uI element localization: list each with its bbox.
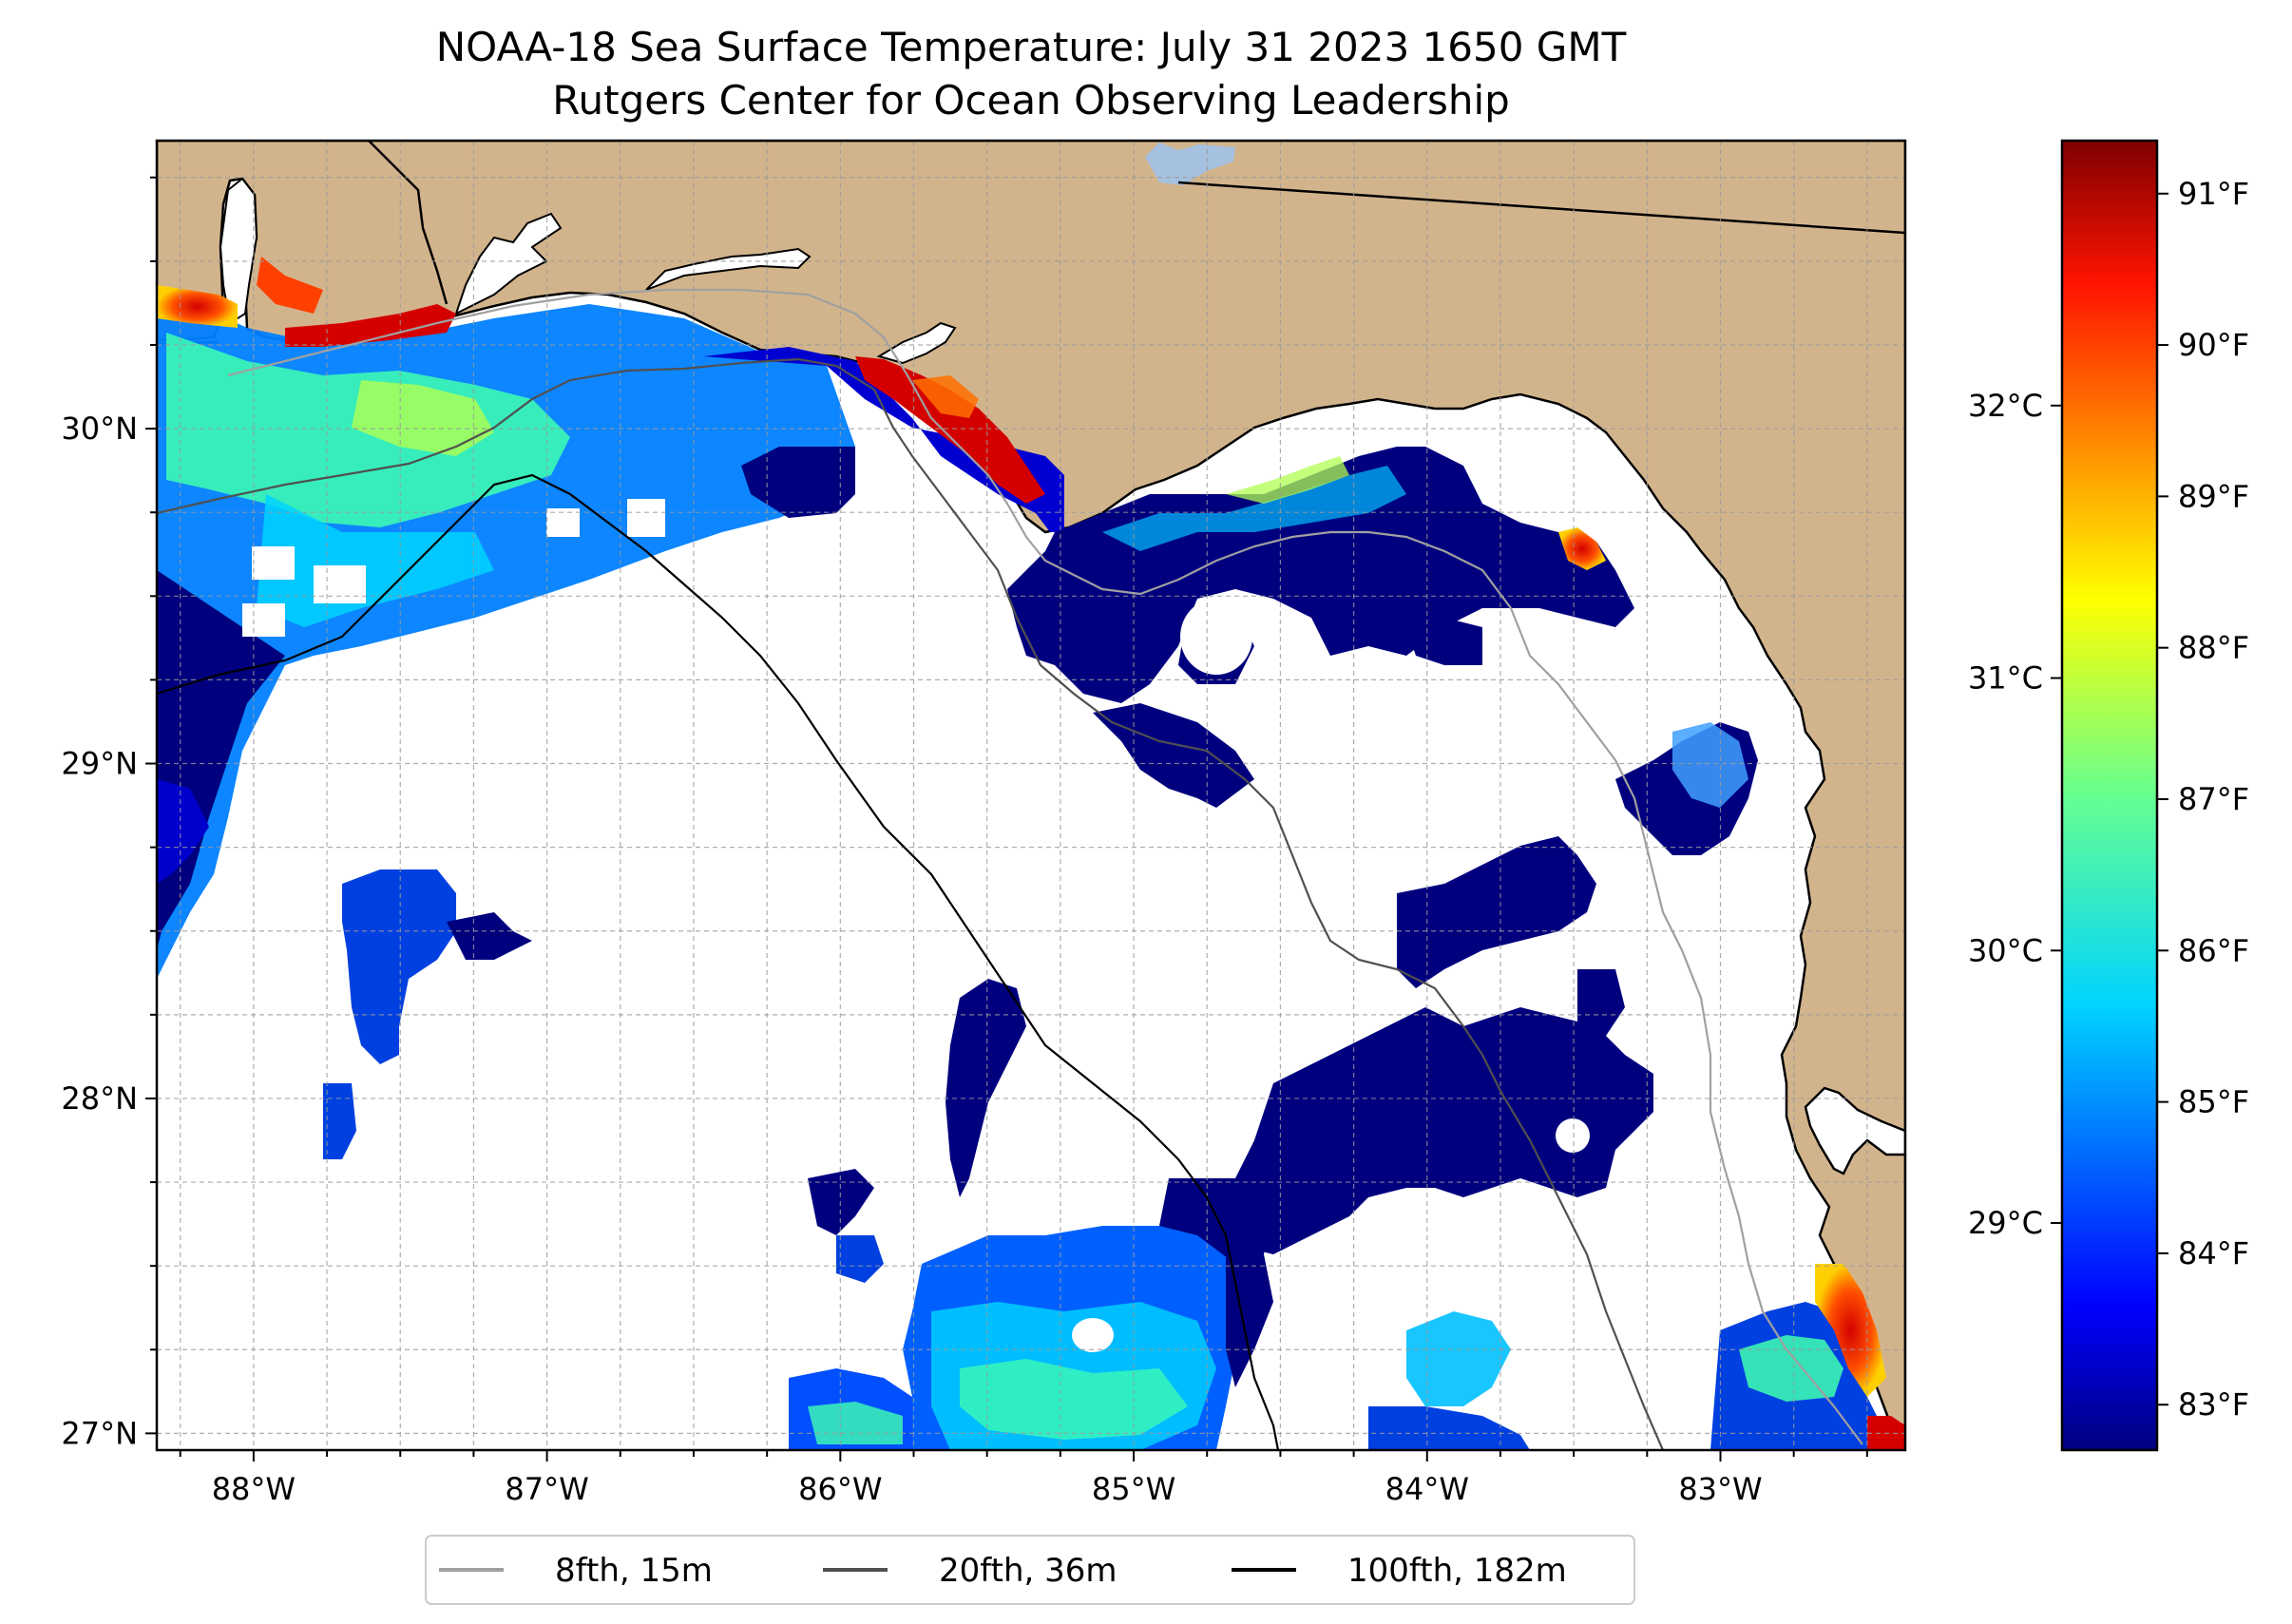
legend-label: 100fth, 182m: [1347, 1552, 1567, 1590]
colorbar-c-label: 29°C: [1968, 1205, 2043, 1241]
map-plot: 88°W 87°W 86°W 85°W 84°W 83°W 27°N 28°N 29°N 30°…: [61, 139, 1907, 1507]
colorbar-c-label: 30°C: [1968, 932, 2043, 968]
x-tick-label: 88°W: [212, 1471, 296, 1507]
colorbar-f-label: 87°F: [2178, 781, 2249, 817]
colorbar-f-label: 85°F: [2178, 1084, 2249, 1120]
colorbar-c-label: 32°C: [1968, 388, 2043, 424]
map-frame: [155, 139, 1907, 1452]
colorbar-c-label: 31°C: [1968, 660, 2043, 697]
legend: 8fth, 15m 20fth, 36m 100fth, 182m: [425, 1535, 1635, 1605]
chart-subtitle: Rutgers Center for Ocean Observing Leade…: [552, 77, 1510, 124]
lake: [1145, 143, 1235, 185]
y-axis: 27°N 28°N 29°N 30°N: [61, 176, 157, 1451]
colorbar-f-label: 83°F: [2178, 1386, 2249, 1423]
sst-data: [157, 257, 1905, 1450]
coastline-west: [368, 141, 449, 305]
choctawhatchee-bay: [645, 247, 812, 291]
y-tick-label: 28°N: [61, 1080, 138, 1117]
mobile-bay: [219, 177, 258, 325]
cloud-holes: [242, 499, 1590, 1352]
x-tick-label: 86°W: [798, 1471, 882, 1507]
legend-label: 8fth, 15m: [555, 1552, 713, 1590]
isobath-8fth-15m: [227, 288, 1863, 1445]
st-andrew-bay: [876, 321, 957, 365]
y-tick-label: 27°N: [61, 1415, 138, 1451]
state-boundary-al-fl: [1177, 181, 1905, 235]
colorbar-f-label: 88°F: [2178, 630, 2249, 666]
colorbar-f-label: 86°F: [2178, 932, 2249, 968]
legend-label: 20fth, 36m: [939, 1552, 1117, 1590]
x-tick-label: 84°W: [1385, 1471, 1469, 1507]
chart-title: NOAA-18 Sea Surface Temperature: July 31…: [436, 24, 1627, 70]
y-tick-label: 29°N: [61, 746, 138, 782]
isobath-100fth-182m: [157, 473, 1280, 1450]
pensacola-bays: [454, 212, 563, 315]
x-tick-label: 87°W: [505, 1471, 588, 1507]
legend-box: [425, 1535, 1635, 1605]
x-tick-label: 83°W: [1678, 1471, 1762, 1507]
y-tick-label: 30°N: [61, 411, 138, 447]
colorbar-f-label: 89°F: [2178, 478, 2249, 514]
colorbar-celsius-ticks: 29°C 30°C 31°C 32°C: [1968, 388, 2062, 1241]
colorbar: 83°F 84°F 85°F 86°F 87°F 88°F 89°F 90°F 91°F 29°…: [1968, 139, 2249, 1452]
x-tick-label: 85°W: [1092, 1471, 1175, 1507]
map-gridlines: [157, 141, 1905, 1450]
colorbar-f-label: 84°F: [2178, 1235, 2249, 1271]
x-axis: 88°W 87°W 86°W 85°W 84°W 83°W: [179, 1450, 1868, 1507]
colorbar-fahrenheit-ticks: 83°F 84°F 85°F 86°F 87°F 88°F 89°F 90°F 91°F: [2157, 176, 2249, 1423]
isobath-20fth-36m: [157, 357, 1665, 1450]
colorbar-f-label: 90°F: [2178, 327, 2249, 363]
colorbar-gradient: [2060, 139, 2159, 1452]
colorbar-f-label: 91°F: [2178, 176, 2249, 212]
